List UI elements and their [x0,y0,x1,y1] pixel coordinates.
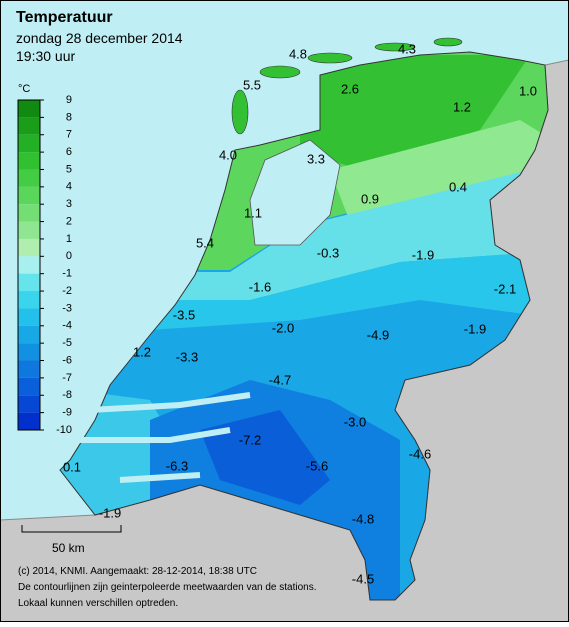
footer-line: (c) 2014, KNMI. Aangemaakt: 28-12-2014, … [18,566,257,577]
date: zondag 28 december 2014 [16,30,183,46]
island [374,42,416,52]
island [231,89,249,135]
station-value: -3.3 [176,349,198,364]
color-band [18,273,40,292]
station-value: -4.5 [352,571,374,586]
tick-label: -10 [56,424,72,436]
station-value: -2.1 [494,281,516,296]
tick-label: 2 [66,215,72,227]
tick-label: -1 [62,268,72,280]
station-value: -6.3 [166,458,188,473]
tick-label: 1 [66,233,72,245]
tick-label: -9 [62,407,72,419]
station-value: 0.1 [63,459,81,474]
tick-label: 6 [66,146,72,158]
footer-line: De contourlijnen zijn geinterpoleerde me… [18,582,317,593]
colorbar-frame [17,99,41,431]
estuaries [80,392,251,483]
tick-label: 8 [66,111,72,123]
color-band [18,412,40,430]
station-value: 4.3 [398,41,416,56]
color-band [18,256,40,274]
station-value: 1.0 [519,83,537,98]
station-value: 5.5 [243,77,261,92]
tick-label: -8 [62,389,72,401]
color-band [18,308,40,326]
station-value: 0.9 [361,191,379,206]
tick-label: -4 [62,320,72,332]
station-value: 0.4 [449,179,467,194]
tick-label: -5 [62,337,72,349]
station-values: 4.8 4.3 5.5 2.6 1.2 1.0 4.0 3.3 0.9 0.4 … [63,41,537,586]
tick-label: -7 [62,372,72,384]
color-band [18,377,40,396]
color-band [18,186,40,205]
color-band [18,325,40,344]
tick-label: 5 [66,163,72,175]
station-value: 5.4 [196,235,214,250]
color-band [18,169,40,187]
tick-label: -2 [62,285,72,297]
color-band [18,343,40,361]
color-band [18,221,40,239]
tick-label: -3 [62,302,72,314]
station-value: -1.9 [464,321,486,336]
island [433,37,463,47]
island [259,65,301,79]
ijsselmeer [249,139,341,246]
scale-bar [21,525,122,533]
colorbar: 9 8 7 6 5 4 3 2 1 0 -1 -2 -3 -4 -5 -6 -7 -8 -9 -10 [17,94,72,436]
station-value: -3.5 [173,307,195,322]
scale-label: 50 km [52,541,85,555]
color-band [18,360,40,378]
color-band [18,152,40,170]
station-value: -4.8 [352,511,374,526]
tick-label: 3 [66,198,72,210]
station-value: 1.2 [133,344,151,359]
station-value: -1.9 [99,505,121,520]
station-value: -7.2 [239,432,261,447]
station-value: -4.7 [269,372,291,387]
color-band [18,204,40,222]
station-value: 1.1 [244,205,262,220]
tick-label: -6 [62,354,72,366]
station-value: -4.6 [409,446,431,461]
country-outline [59,51,549,601]
station-value: 4.8 [289,46,307,61]
station-value: -0.3 [317,245,339,260]
station-value: 4.0 [219,147,237,162]
color-band [18,134,40,153]
footer-line: Lokaal kunnen verschillen optreden. [18,598,178,609]
unit: °C [18,83,30,95]
color-band [18,100,40,118]
station-value: -4.9 [367,327,389,342]
color-band [18,117,40,135]
tick-label: 4 [66,181,72,193]
station-value: -1.9 [412,247,434,262]
color-band [18,395,40,413]
color-band [18,291,40,309]
station-value: -5.6 [306,458,328,473]
tick-label: 9 [66,94,72,106]
color-band [18,238,40,257]
island [307,52,353,64]
tick-label: 7 [66,129,72,141]
station-value: -2.0 [272,320,294,335]
station-value: 2.6 [341,81,359,96]
station-value: -1.6 [249,279,271,294]
time: 19:30 uur [16,48,75,64]
station-value: -3.0 [344,414,366,429]
station-value: 3.3 [307,151,325,166]
title: Temperatuur [16,9,113,26]
tick-label: 0 [66,250,72,262]
station-value: 1.2 [453,99,471,114]
